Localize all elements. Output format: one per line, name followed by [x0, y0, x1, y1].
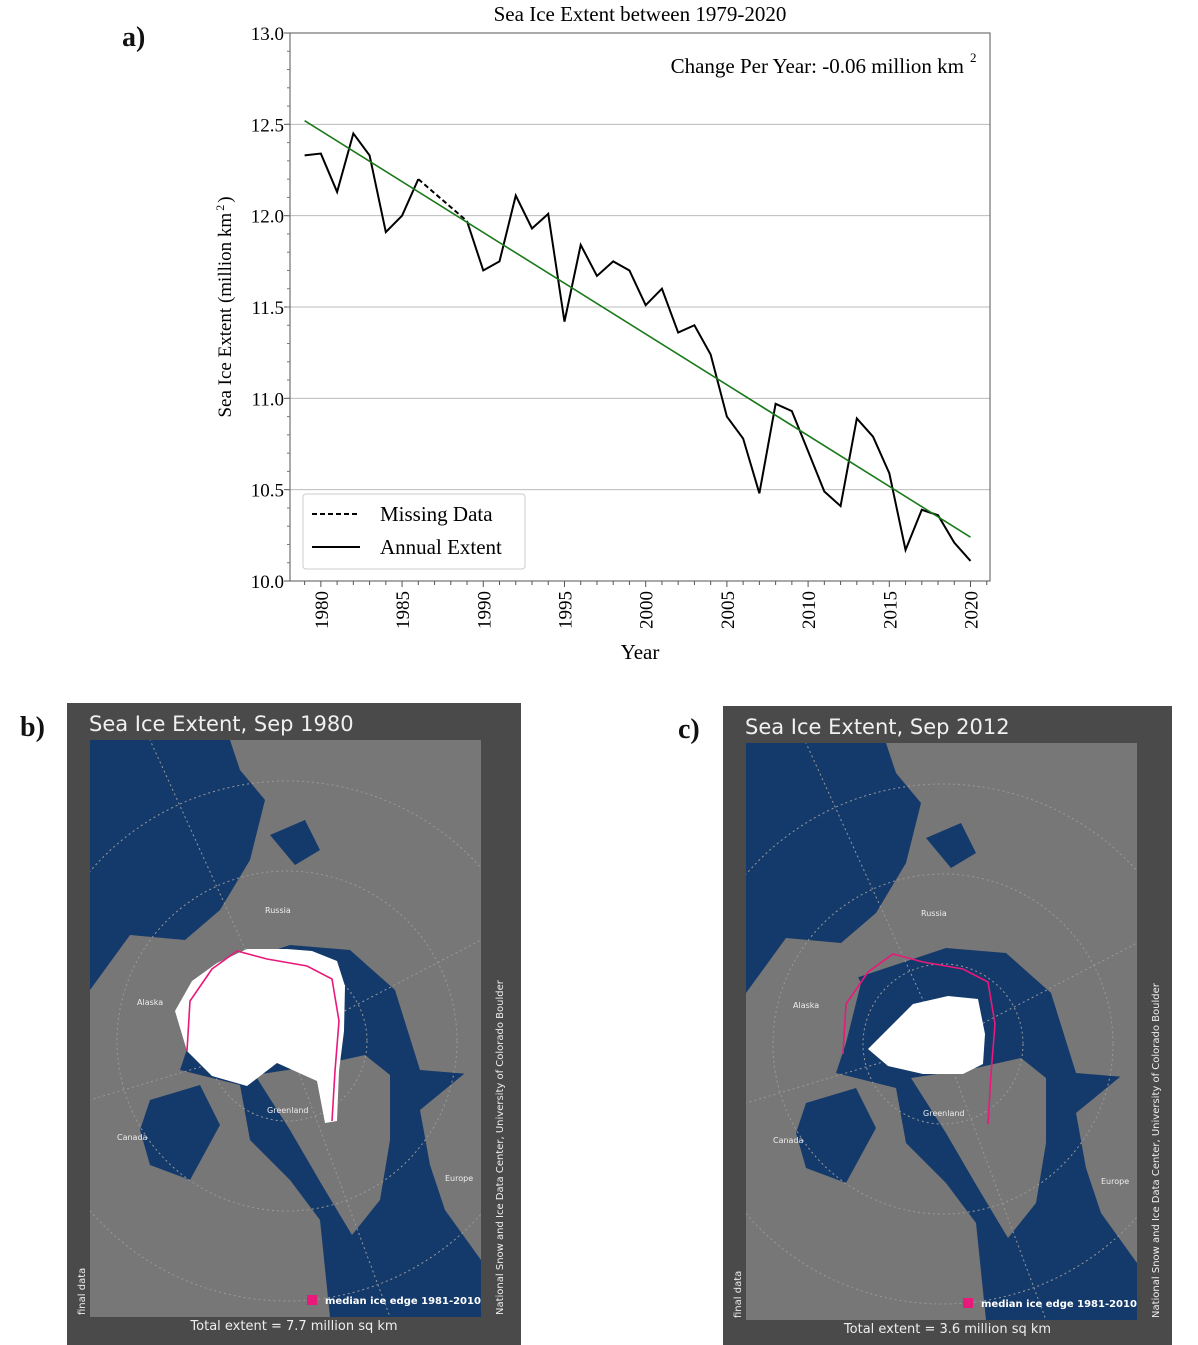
nsidc-credit: National Snow and Ice Data Center, Unive…: [495, 980, 506, 1315]
line-chart: 10.0 10.5 11.0 11.5 12.0 12.5 13.0 1980 1985 1990…: [213, 2, 991, 664]
map-panel-2012: Sea Ice Extent, Sep 2012 Russia Alaska C…: [723, 706, 1172, 1345]
y-tick-label: 11.5: [251, 298, 284, 319]
final-data-label: final data: [733, 1270, 744, 1318]
series-trend: [304, 120, 971, 538]
median-ice-edge: [842, 953, 996, 1125]
panel-label-c: c): [678, 714, 700, 745]
sea-ice: [175, 949, 345, 1123]
median-ice-edge: [186, 950, 340, 1122]
label-russia: Russia: [265, 906, 291, 915]
y-tick-label: 12.5: [251, 115, 284, 136]
x-tick-label: 2020: [962, 591, 983, 629]
map-panel-1980: Sea Ice Extent, Sep 1980 Russia Alaska C…: [67, 703, 521, 1345]
hudson-bay: [140, 1085, 220, 1180]
label-greenland: Greenland: [267, 1106, 309, 1115]
y-tick-label: 10.5: [251, 481, 284, 502]
arctic-map: Russia Alaska Canada Greenland Europe me…: [746, 743, 1137, 1320]
y-tick-label: 13.0: [251, 24, 284, 45]
y-axis-label-end: ): [215, 196, 236, 202]
legend-missing-data: Missing Data: [380, 502, 493, 526]
panel-label-b: b): [20, 712, 45, 743]
median-edge-legend: median ice edge 1981-2010: [325, 1296, 481, 1307]
series-annual-extent: [466, 192, 972, 562]
x-tick-label: 2010: [799, 591, 820, 629]
label-alaska: Alaska: [137, 998, 163, 1007]
annotation-text: Change Per Year: -0.06 million km: [671, 54, 964, 78]
x-tick-label: 2005: [718, 591, 739, 629]
label-russia: Russia: [921, 909, 947, 918]
legend: Missing Data Annual Extent: [302, 493, 526, 570]
x-tick-label: 1980: [312, 591, 333, 629]
x-tick-label: 1995: [555, 591, 576, 629]
y-tick-label: 12.0: [251, 207, 284, 228]
label-europe: Europe: [445, 1174, 473, 1183]
x-tick-label: 2000: [637, 591, 658, 629]
arctic-map: Russia Alaska Canada Greenland Europe me…: [90, 740, 481, 1317]
panel-label-a: a): [122, 22, 146, 53]
label-europe: Europe: [1101, 1177, 1129, 1186]
chart-title: Sea Ice Extent between 1979-2020: [494, 2, 787, 26]
median-edge-swatch: [963, 1298, 973, 1308]
legend-box: [302, 493, 526, 570]
y-tick-label: 11.0: [251, 389, 284, 410]
y-axis-label: Sea Ice Extent (million km 2): [213, 196, 236, 417]
map-title: Sea Ice Extent, Sep 2012: [745, 715, 1010, 739]
label-canada: Canada: [773, 1136, 804, 1145]
map-title: Sea Ice Extent, Sep 1980: [89, 712, 354, 736]
label-greenland: Greenland: [923, 1109, 965, 1118]
total-extent: Total extent = 7.7 million sq km: [190, 1319, 398, 1334]
land-greenland: [911, 1058, 1046, 1238]
sea-ice: [868, 996, 985, 1074]
land-russia: [185, 740, 481, 1075]
label-canada: Canada: [117, 1133, 148, 1142]
land-russia: [841, 743, 1137, 1078]
y-axis-label-sup: 2: [213, 205, 227, 211]
x-tick-label: 1985: [393, 591, 414, 629]
series-annual-extent: [304, 131, 420, 235]
total-extent: Total extent = 3.6 million sq km: [843, 1322, 1052, 1337]
change-per-year-annotation: Change Per Year: -0.06 million km: [671, 54, 964, 78]
land-greenland: [255, 1055, 390, 1235]
nsidc-credit: National Snow and Ice Data Center, Unive…: [1151, 983, 1162, 1318]
final-data-label: final data: [77, 1267, 88, 1315]
x-tick-label: 1990: [474, 591, 495, 629]
sea-okhotsk: [270, 820, 320, 865]
land-europe: [420, 1060, 481, 1260]
median-edge-legend: median ice edge 1981-2010: [981, 1299, 1137, 1310]
hudson-bay: [796, 1088, 876, 1183]
legend-annual-extent: Annual Extent: [380, 535, 502, 559]
y-axis-label-text: Sea Ice Extent (million km: [215, 213, 236, 418]
y-tick-label: 10.0: [251, 572, 284, 593]
series-missing-data: [417, 178, 468, 222]
land-europe: [1076, 1063, 1137, 1263]
x-tick-label: 2015: [880, 591, 901, 629]
sea-okhotsk: [926, 823, 976, 868]
annotation-superscript: 2: [970, 50, 977, 65]
label-alaska: Alaska: [793, 1001, 819, 1010]
x-axis-label: Year: [621, 640, 660, 664]
median-edge-swatch: [307, 1295, 317, 1305]
